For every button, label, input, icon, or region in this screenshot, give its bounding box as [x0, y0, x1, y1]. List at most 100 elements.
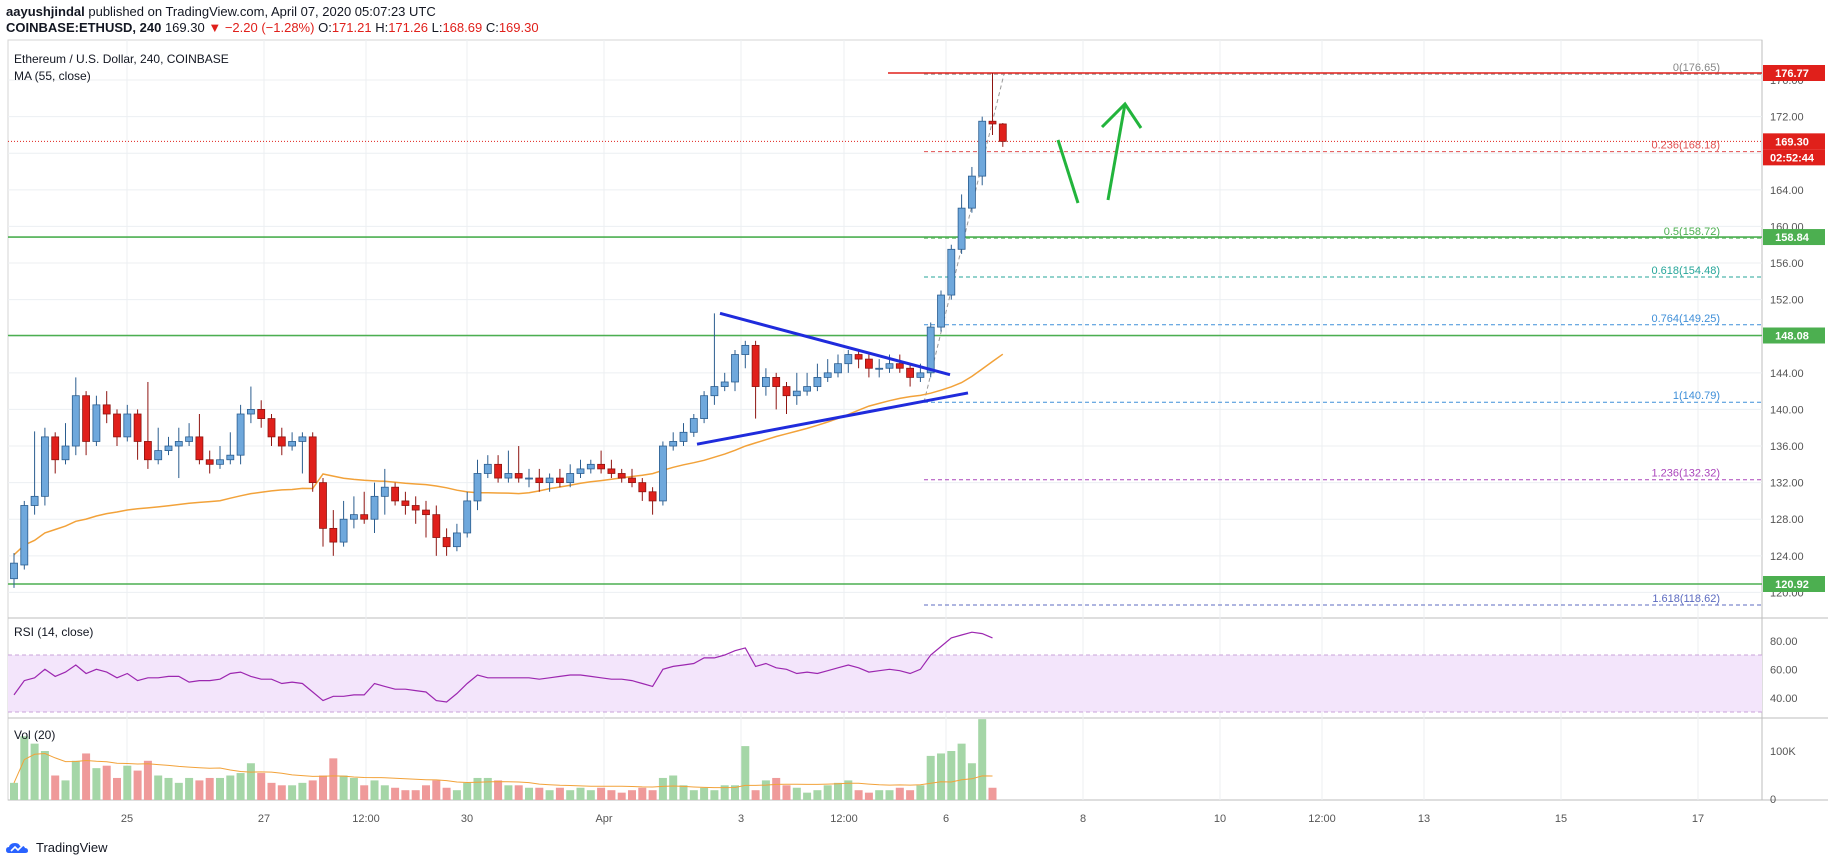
price-tick-label: 136.00: [1770, 441, 1804, 453]
time-tick-label: 3: [738, 813, 744, 825]
volume-bar: [628, 790, 636, 800]
volume-bar: [113, 777, 121, 800]
candle-body: [782, 386, 791, 397]
candle-body: [545, 477, 554, 484]
price-change: −2.20 (−1.28%): [224, 20, 315, 35]
author-name[interactable]: aayushjindal: [6, 4, 85, 19]
vol-tick-label: 100K: [1770, 746, 1796, 758]
volume-bar: [246, 763, 255, 800]
volume-bar: [216, 777, 224, 800]
volume-bar: [844, 780, 853, 800]
volume-bar: [195, 780, 204, 800]
symbol-label: COINBASE:ETHUSD, 240: [6, 20, 162, 35]
candle-body: [648, 491, 657, 502]
candle-body: [525, 477, 533, 480]
grid: [7, 39, 1828, 801]
volume-bar: [957, 743, 966, 800]
volume-bar: [267, 782, 276, 800]
time-tick-label: 10: [1214, 813, 1226, 825]
candle-body: [277, 436, 286, 447]
candle-body: [597, 463, 605, 470]
publish-line: aayushjindal published on TradingView.co…: [6, 4, 539, 20]
rsi-tick-label: 80.00: [1770, 636, 1798, 648]
price-tick-label: 128.00: [1770, 514, 1804, 526]
rsi-legend[interactable]: RSI (14, close): [14, 625, 94, 639]
candle-body: [514, 473, 523, 479]
time-tick-label: 17: [1692, 813, 1704, 825]
time-tick-label: 27: [258, 813, 270, 825]
rsi-pane: [8, 631, 1762, 713]
volume-bar: [298, 782, 307, 800]
chart-title: Ethereum / U.S. Dollar, 240, COINBASE: [14, 52, 229, 66]
ma-legend[interactable]: MA (55, close): [14, 69, 91, 83]
fib-level-label: 1.618(118.62): [1652, 593, 1720, 605]
last-price-text: 169.30: [1775, 136, 1809, 148]
tradingview-logo[interactable]: TradingView: [6, 840, 108, 855]
candle-body: [123, 413, 132, 438]
candle-body: [762, 377, 770, 387]
time-tick-label: 6: [943, 813, 949, 825]
volume-bar: [834, 782, 842, 800]
volume-bar: [483, 777, 492, 800]
volume-bar: [92, 768, 101, 800]
candle-body: [20, 505, 29, 566]
candle-body: [700, 395, 708, 419]
candle-body: [988, 120, 997, 125]
volume-bar: [174, 782, 183, 800]
volume-bar: [741, 746, 750, 800]
volume-bar: [607, 790, 616, 800]
triangle-lower-trendline: [696, 391, 969, 446]
volume-bar: [813, 790, 822, 800]
candle-body: [61, 445, 70, 461]
candle-body: [638, 482, 647, 493]
price-tick-label: 132.00: [1770, 478, 1804, 490]
candle-body: [483, 463, 492, 474]
volume-ma-line: [13, 752, 993, 789]
volume-bar: [638, 787, 647, 800]
candle-body: [751, 344, 760, 387]
level-price-text: 158.84: [1775, 232, 1810, 244]
volume-bar: [988, 787, 997, 800]
candle-body: [298, 436, 307, 442]
volume-bar: [277, 785, 286, 800]
candle-body: [216, 459, 224, 465]
candle-body: [226, 454, 235, 461]
candle-body: [473, 473, 482, 502]
vol-legend[interactable]: Vol (20): [14, 728, 56, 742]
volume-bar: [154, 775, 163, 800]
candle-body: [442, 537, 451, 548]
candle-body: [741, 344, 750, 355]
rsi-line: [13, 631, 993, 703]
candle-body: [710, 386, 719, 397]
candle-body: [669, 441, 678, 447]
volume-bar: [380, 785, 389, 800]
high-label: H:: [375, 20, 389, 35]
candle-body: [185, 436, 194, 442]
candle-body: [288, 441, 297, 447]
candle-body: [813, 377, 822, 387]
candle-body: [401, 500, 410, 506]
level-price-text: 148.08: [1775, 330, 1809, 342]
volume-bar: [504, 785, 513, 800]
volume-bar: [535, 787, 544, 800]
volume-bar: [61, 780, 70, 800]
candle-body: [906, 367, 914, 378]
candle-body: [957, 207, 966, 250]
candle-body: [143, 441, 152, 461]
publish-header: aayushjindal published on TradingView.co…: [6, 4, 539, 36]
candle-body: [257, 409, 266, 419]
candle-body: [689, 418, 698, 433]
candle-body: [391, 486, 400, 502]
volume-bar: [40, 751, 49, 800]
close-value: 169.30: [498, 20, 539, 35]
candle-body: [607, 468, 616, 474]
price-pane: 0(176.65) 0.236(168.18) 0.5(158.72) 0.618(1…: [8, 62, 1762, 606]
volume-bar: [864, 792, 873, 800]
forecast-down-arrow: [1056, 139, 1080, 204]
volume-bar: [288, 785, 297, 800]
volume-bar: [51, 775, 60, 800]
volume-bar: [329, 758, 338, 800]
volume-bar: [895, 787, 904, 800]
volume-bar: [525, 787, 533, 800]
